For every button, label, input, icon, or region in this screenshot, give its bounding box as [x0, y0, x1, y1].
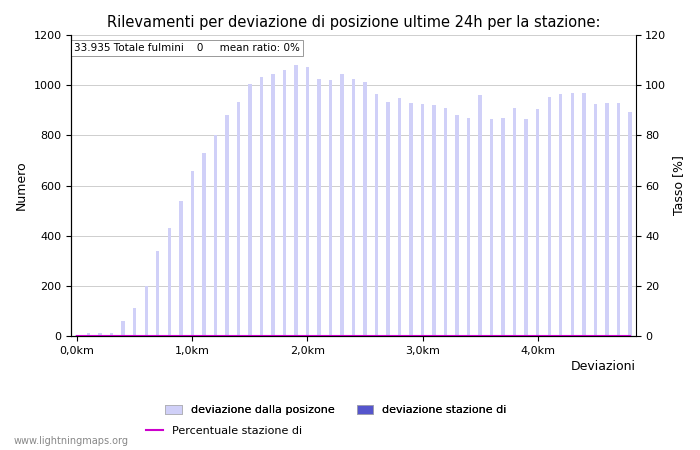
Bar	[478, 95, 482, 336]
Bar	[260, 76, 263, 336]
Bar	[524, 119, 528, 336]
Bar	[133, 308, 136, 336]
Bar	[76, 334, 79, 336]
Text: 33.935 Totale fulmini    0     mean ratio: 0%: 33.935 Totale fulmini 0 mean ratio: 0%	[74, 43, 300, 53]
Bar	[386, 102, 390, 336]
Bar	[271, 74, 274, 336]
Legend: deviazione dalla posizone, deviazione stazione di: deviazione dalla posizone, deviazione st…	[161, 400, 511, 420]
Bar	[110, 333, 113, 336]
Bar	[467, 118, 470, 336]
Bar	[214, 135, 217, 336]
Bar	[363, 81, 367, 336]
Bar	[167, 228, 171, 336]
Bar	[225, 116, 229, 336]
Bar	[433, 105, 436, 336]
Bar	[582, 93, 585, 336]
Bar	[283, 70, 286, 336]
Bar	[570, 93, 574, 336]
Bar	[398, 98, 401, 336]
Bar	[156, 251, 160, 336]
Title: Rilevamenti per deviazione di posizione ultime 24h per la stazione:: Rilevamenti per deviazione di posizione …	[106, 15, 601, 30]
Bar	[444, 108, 447, 336]
Bar	[190, 171, 194, 336]
Text: Deviazioni: Deviazioni	[570, 360, 636, 373]
Bar	[248, 84, 251, 336]
Bar	[559, 94, 563, 336]
Bar	[605, 103, 608, 336]
Text: www.lightningmaps.org: www.lightningmaps.org	[14, 436, 129, 446]
Legend: Percentuale stazione di: Percentuale stazione di	[141, 421, 307, 440]
Bar	[352, 79, 355, 336]
Bar	[594, 104, 597, 336]
Bar	[294, 65, 298, 336]
Bar	[306, 67, 309, 336]
Bar	[329, 81, 332, 336]
Bar	[237, 102, 240, 336]
Bar	[513, 108, 517, 336]
Bar	[179, 201, 183, 336]
Bar	[122, 321, 125, 336]
Bar	[536, 109, 540, 336]
Y-axis label: Tasso [%]: Tasso [%]	[672, 156, 685, 216]
Bar	[202, 153, 206, 336]
Bar	[628, 112, 631, 336]
Bar	[547, 97, 551, 336]
Bar	[317, 79, 321, 336]
Bar	[501, 118, 505, 336]
Bar	[144, 286, 148, 336]
Y-axis label: Numero: Numero	[15, 161, 28, 210]
Bar	[617, 103, 620, 336]
Bar	[456, 116, 459, 336]
Bar	[490, 119, 493, 336]
Bar	[99, 333, 102, 336]
Bar	[421, 104, 424, 336]
Bar	[340, 74, 344, 336]
Bar	[374, 94, 378, 336]
Bar	[87, 333, 90, 336]
Bar	[410, 103, 413, 336]
